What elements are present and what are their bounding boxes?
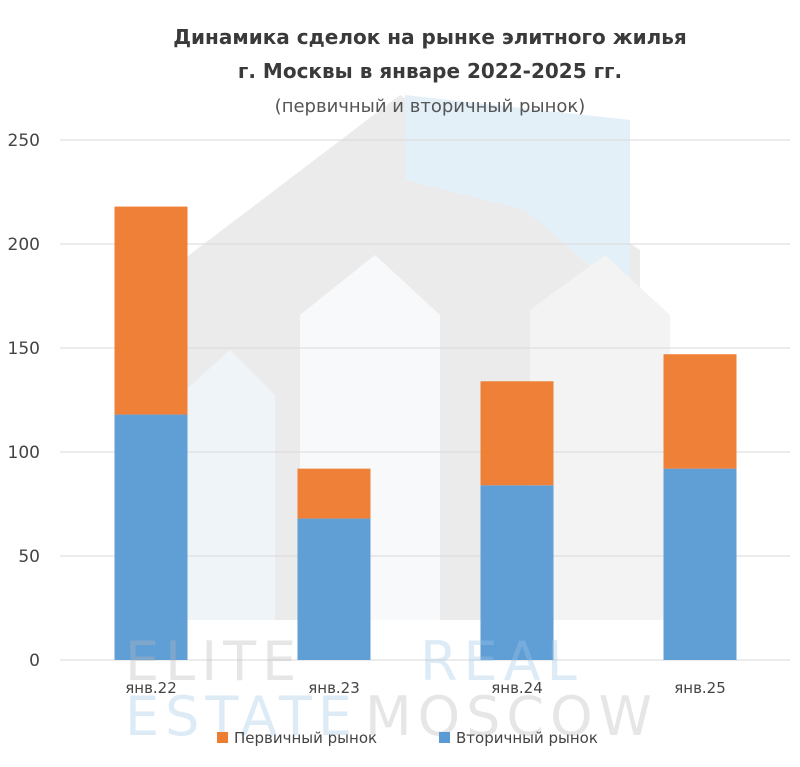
y-tick-label: 150	[8, 339, 40, 359]
legend: Первичный рынок Вторичный рынок	[217, 729, 598, 747]
y-axis-ticks: 0 50 100 150 200 250	[8, 131, 40, 671]
watermark-elite: ELITE	[125, 630, 302, 693]
bar-primary-3	[480, 381, 554, 486]
chart-title-line2: г. Москвы в январе 2022-2025 гг.	[238, 59, 622, 83]
chart-title: Динамика сделок на рынке элитного жилья	[173, 25, 687, 49]
watermark-buildings	[130, 95, 670, 620]
y-tick-label: 250	[8, 131, 40, 151]
watermark-moscow: MOSCOW	[365, 685, 658, 748]
bars	[114, 206, 737, 660]
chart-subtitle: (первичный и вторичный рынок)	[275, 96, 586, 117]
y-tick-label: 200	[8, 235, 40, 255]
y-tick-label: 0	[29, 651, 40, 671]
bar-secondary-1	[114, 414, 188, 660]
x-tick-label: янв.22	[125, 679, 177, 697]
y-tick-label: 100	[8, 443, 40, 463]
bar-primary-4	[663, 354, 737, 469]
bar-primary-1	[114, 206, 188, 415]
legend-swatch-secondary	[439, 732, 450, 743]
legend-swatch-primary	[217, 732, 228, 743]
bar-secondary-4	[663, 468, 737, 660]
x-tick-label: янв.24	[491, 679, 543, 697]
bar-primary-2	[297, 468, 371, 519]
legend-label-primary: Первичный рынок	[234, 729, 377, 747]
bar-secondary-3	[480, 485, 554, 660]
x-tick-label: янв.23	[308, 679, 360, 697]
x-tick-label: янв.25	[674, 679, 726, 697]
y-tick-label: 50	[18, 547, 40, 567]
watermark-estate: ESTATE	[125, 685, 358, 748]
legend-label-secondary: Вторичный рынок	[456, 729, 598, 747]
bar-secondary-2	[297, 518, 371, 660]
x-axis-ticks: янв.22 янв.23 янв.24 янв.25	[125, 679, 726, 697]
watermark-real: REAL	[420, 630, 583, 693]
watermark-text: ELITE REAL ESTATE MOSCOW	[125, 630, 658, 748]
